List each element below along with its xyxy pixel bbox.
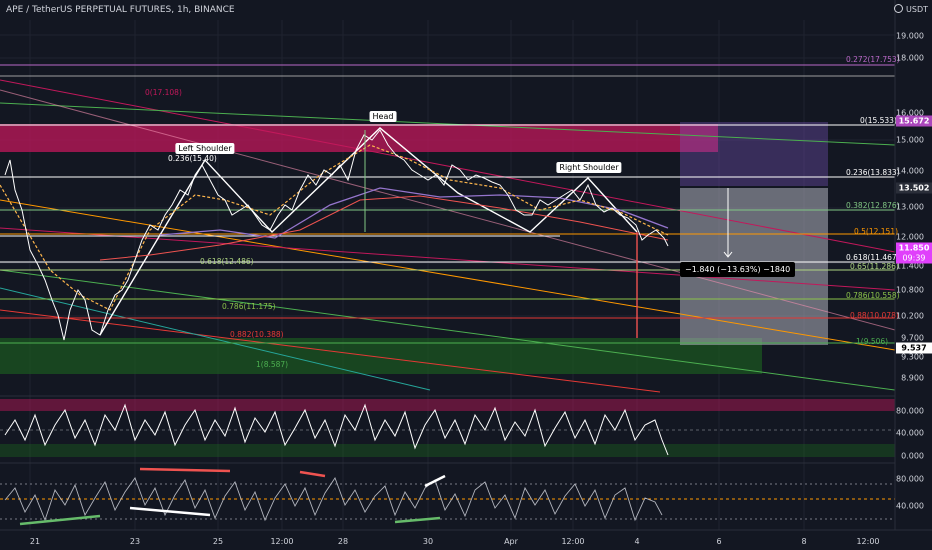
price-candles[interactable] [4, 129, 669, 341]
osc1-axis-label: 80.000 [896, 406, 924, 416]
measure-tooltip[interactable]: −1.840 (−13.63%) −1840 [680, 262, 796, 277]
countdown-tag: 09:39 [896, 252, 932, 264]
time-axis-label: 23 [129, 537, 141, 546]
osc1-axis-label: 0.000 [901, 451, 924, 461]
currency-icon [894, 4, 904, 13]
time-axis-label: Apr [504, 537, 518, 546]
divergence-lines [19, 467, 446, 526]
price-axis-label: 12.000 [896, 232, 924, 242]
time-axis-label: 8 [801, 537, 807, 546]
fib-label-left: 0.786(11.175) [222, 302, 276, 311]
time-axis-label: 12:00 [270, 537, 294, 546]
price-axis-label: 11.400 [896, 261, 924, 271]
fib-label-left: 0.236(15.40) [168, 154, 217, 163]
price-tag-current: 11.850 [896, 242, 932, 254]
osc1-overbought-zone [0, 399, 895, 411]
price-axis-label: 13.000 [896, 202, 924, 212]
fib-label-right: 0.88(10.078) [850, 311, 899, 320]
fib-label-left: 0.882(10.388) [230, 330, 284, 339]
price-axis-label: 8.900 [901, 373, 924, 383]
price-axis-label: 16.000 [896, 108, 924, 118]
fib-label-right: 0.272(17.753) [846, 55, 900, 64]
support-zone[interactable] [0, 338, 762, 374]
head-shoulders-pattern[interactable] [99, 127, 638, 336]
right-shoulder-label[interactable]: Right Shoulder [556, 162, 622, 173]
price-axis-label: 19.000 [896, 31, 924, 41]
price-axis-label: 14.000 [896, 166, 924, 176]
osc1-axis-label: 40.000 [896, 428, 924, 438]
fib-label-right: 0.5(12.151) [854, 227, 899, 236]
price-axis-label: 18.000 [896, 53, 924, 63]
osc2-axis-label: 40.000 [896, 501, 924, 511]
currency-label: USDT [906, 5, 928, 14]
time-axis-label: 4 [634, 537, 640, 546]
fib-label-right: 0(15.533) [860, 116, 897, 125]
fib-label-right: 0.618(11.467) [846, 253, 900, 262]
moving-average-orange [0, 144, 669, 311]
time-axis-label: 25 [212, 537, 224, 546]
oscillator-1-line[interactable] [4, 403, 669, 456]
oscillator-2-line[interactable] [4, 477, 663, 522]
measure-arrowhead [723, 251, 733, 258]
time-axis-label: 12:00 [856, 537, 880, 546]
moving-average-purple [159, 187, 669, 239]
price-tag-target: 13.502 [896, 182, 932, 194]
price-axis-label: 9.700 [901, 333, 924, 343]
osc1-oversold-zone [0, 444, 895, 457]
price-axis-label: 10.800 [896, 285, 924, 295]
price-axis-label: 9.300 [901, 352, 924, 362]
fib-label-right: 0.382(12.876) [846, 201, 900, 210]
price-tag-upper-box: 15.672 [896, 115, 932, 127]
time-axis-label: 28 [337, 537, 349, 546]
fib-label-right: 0.236(13.833) [846, 168, 900, 177]
currency-selector[interactable]: USDT [894, 4, 928, 14]
head-label[interactable]: Head [369, 111, 397, 122]
fib-label-left: 0(17.108) [145, 88, 182, 97]
target-box-upper[interactable] [680, 122, 828, 186]
osc2-axis-label: 80.000 [896, 474, 924, 484]
chart-title: APE / TetherUS PERPETUAL FUTURES, 1h, BI… [6, 5, 235, 15]
fib-label-left: 1(8.587) [256, 360, 289, 369]
left-shoulder-label[interactable]: Left Shoulder [175, 143, 235, 154]
fib-label-left: 0.618(12.486) [200, 257, 254, 266]
fib-label-right: 0.786(10.558) [846, 291, 900, 300]
price-axis-label: 15.000 [896, 135, 924, 145]
time-axis-label: 21 [29, 537, 41, 546]
price-axis-label: 10.200 [896, 311, 924, 321]
fib-label-right: 1(9.506) [856, 337, 889, 346]
fib-label-right: 0.65(11.286) [850, 262, 899, 271]
time-axis-label: 12:00 [561, 537, 585, 546]
moving-average-red [99, 195, 669, 261]
time-axis-label: 6 [716, 537, 722, 546]
price-tag-lower: 9.537 [896, 342, 932, 354]
time-axis-label: 30 [422, 537, 434, 546]
